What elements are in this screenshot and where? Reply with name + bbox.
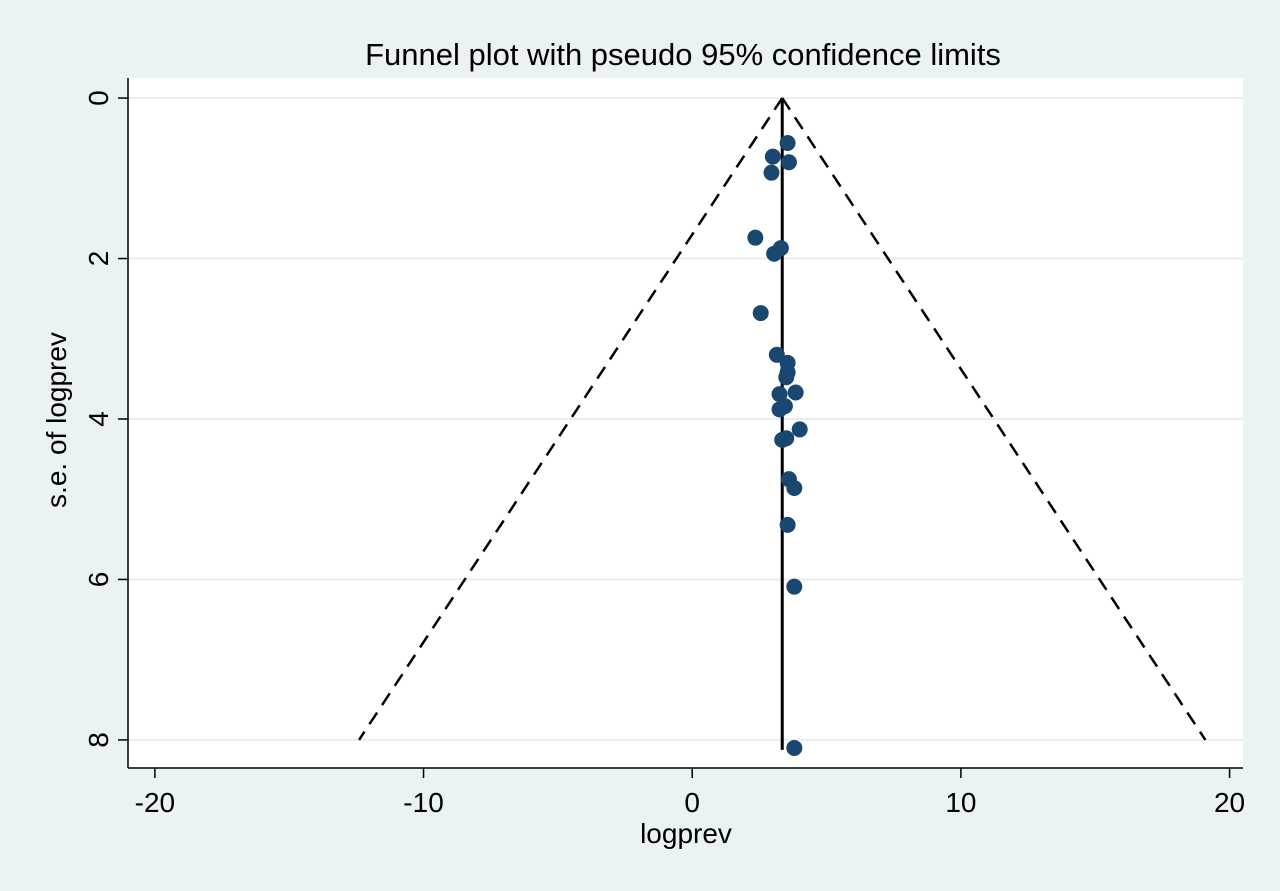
y-tick-label: 6 (83, 572, 114, 588)
study-point (791, 421, 808, 438)
x-tick-label: 20 (1214, 787, 1245, 818)
study-point (752, 305, 769, 322)
study-point (786, 739, 803, 756)
x-axis-ticks: -20 -10 0 10 20 (135, 768, 1245, 818)
axes (127, 78, 1243, 769)
study-point (786, 578, 803, 595)
study-point (778, 369, 795, 386)
study-point (774, 431, 791, 448)
study-point (786, 479, 803, 496)
y-tick-label: 8 (83, 732, 114, 748)
y-tick-label: 2 (83, 251, 114, 267)
y-tick-label: 4 (83, 411, 114, 427)
y-axis-ticks: 0 2 4 6 8 (83, 90, 128, 748)
x-tick-label: 10 (945, 787, 976, 818)
study-point (764, 148, 781, 165)
upper-confidence-limit-line (781, 97, 1207, 741)
funnel-confidence-limits (358, 97, 1207, 750)
y-axis-label: s.e. of logprev (41, 332, 72, 508)
x-axis-label: logprev (640, 818, 732, 849)
x-tick-label: -10 (403, 787, 443, 818)
study-point (747, 229, 764, 246)
study-point (787, 384, 804, 401)
plot-area (128, 78, 1243, 768)
study-point (771, 386, 788, 403)
x-tick-label: 0 (684, 787, 700, 818)
study-point (779, 134, 796, 151)
study-point (771, 401, 788, 418)
study-point (780, 154, 797, 171)
chart-title: Funnel plot with pseudo 95% confidence l… (365, 37, 1001, 72)
gridlines (128, 97, 1243, 741)
study-point (763, 164, 780, 181)
lower-confidence-limit-line (358, 97, 784, 741)
study-point (766, 245, 783, 262)
study-point (779, 516, 796, 533)
x-tick-label: -20 (135, 787, 175, 818)
study-points (747, 134, 808, 756)
y-tick-label: 0 (83, 90, 114, 106)
